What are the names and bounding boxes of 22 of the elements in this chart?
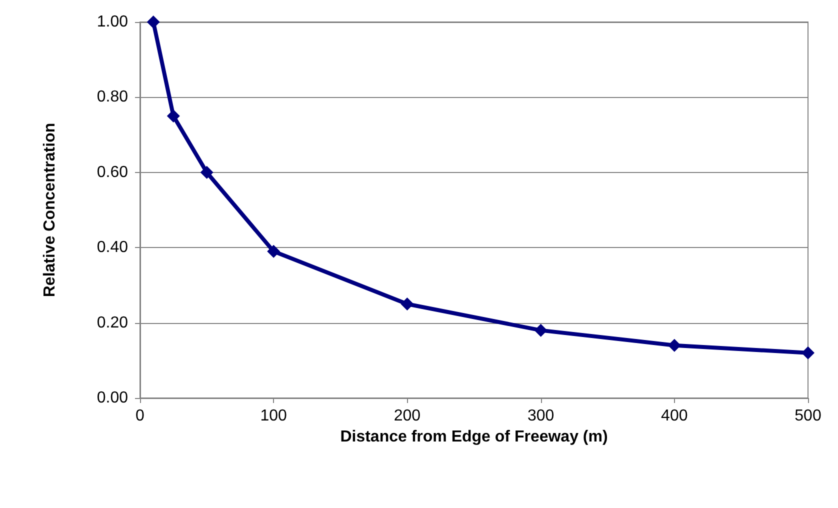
y-tick-label: 0.20	[96, 314, 128, 332]
point	[146, 16, 160, 28]
point	[802, 346, 814, 360]
point	[668, 338, 681, 352]
x-tick-label: 100	[260, 408, 288, 424]
y-tick-label: 1.00	[96, 14, 128, 30]
y-tick-label: 0.40	[96, 239, 128, 256]
point	[200, 166, 214, 179]
point	[534, 324, 548, 337]
y-tick-label: 0.60	[96, 164, 128, 181]
x-axis-title: Distance from Edge of Freeway (m)	[340, 428, 608, 446]
x-tick-label: 200	[394, 408, 421, 424]
x-tick-label: 500	[794, 408, 822, 424]
y-axis-title: Relative Concentration	[42, 122, 58, 298]
y-tick-label: 0.00	[96, 390, 128, 406]
point	[166, 110, 180, 122]
x-tick-label: 0	[136, 408, 145, 424]
x-tick-label: 300	[527, 408, 554, 424]
x-tick-label: 400	[661, 408, 688, 424]
point	[400, 298, 414, 310]
point	[267, 244, 280, 258]
y-tick-label: 0.80	[96, 88, 128, 106]
